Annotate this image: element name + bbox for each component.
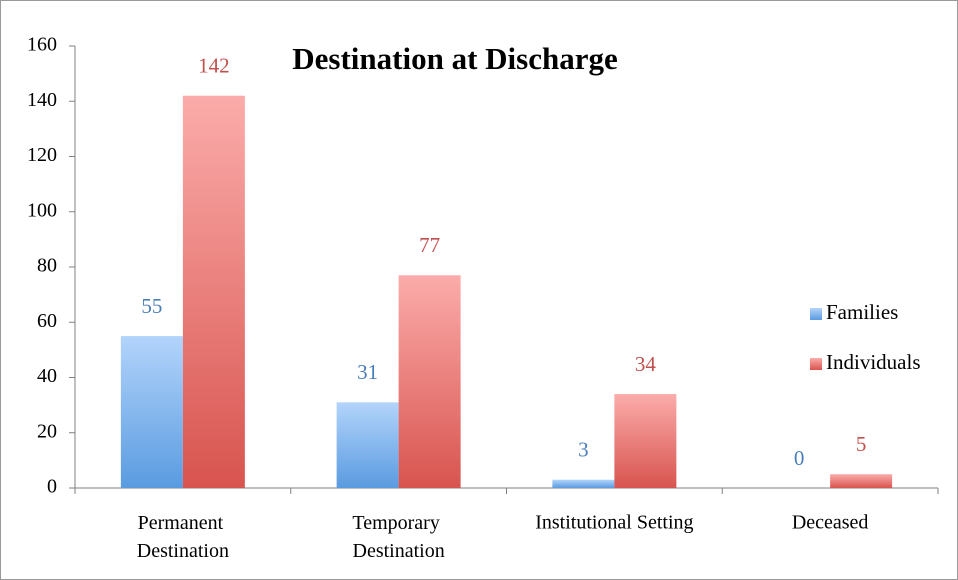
bar [120, 336, 183, 488]
x-tick-label: Deceased [792, 512, 869, 534]
y-tick-label: 80 [37, 255, 57, 277]
value-label: 77 [419, 233, 440, 257]
bar [182, 95, 245, 488]
bar [614, 394, 677, 488]
value-label: 34 [635, 352, 657, 376]
legend-label: Individuals [826, 350, 921, 374]
chart-title: Destination at Discharge [292, 41, 617, 76]
value-label: 5 [856, 432, 867, 456]
x-tick-label: Temporary Destination [352, 512, 444, 562]
y-tick-label: 0 [47, 476, 57, 498]
x-tick-label: Permanent Destination [137, 512, 229, 562]
y-tick-label: 120 [27, 144, 57, 166]
y-tick-label: 160 [27, 34, 57, 56]
value-label: 142 [198, 54, 230, 78]
y-tick-label: 40 [37, 365, 57, 387]
value-label: 31 [357, 360, 378, 384]
y-tick-label: 20 [37, 420, 57, 442]
bar [336, 402, 399, 488]
bar [830, 474, 893, 488]
bar [552, 479, 615, 488]
legend-swatch [810, 308, 822, 320]
value-label: 3 [578, 438, 589, 462]
value-label: 55 [141, 294, 162, 318]
value-label: 0 [794, 446, 805, 470]
y-tick-label: 140 [27, 89, 57, 111]
y-tick-label: 60 [37, 310, 57, 332]
x-tick-label: Institutional Setting [535, 512, 693, 534]
legend-label: Families [826, 300, 898, 324]
legend-swatch [810, 358, 822, 370]
y-tick-label: 100 [27, 199, 57, 221]
bar [398, 275, 461, 488]
